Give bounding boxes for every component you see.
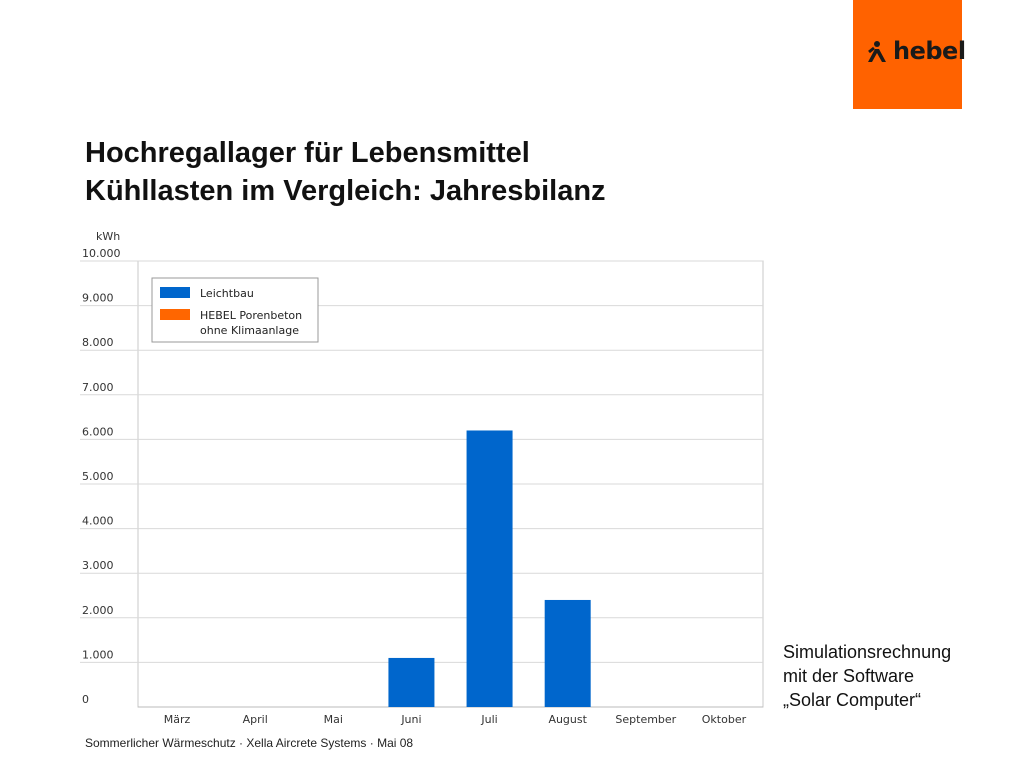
y-tick-label: 0 [82, 693, 89, 706]
title-line-2: Kühllasten im Vergleich: Jahresbilanz [85, 175, 606, 207]
note-line-2: mit der Software [783, 666, 915, 686]
brand-logo-box [853, 0, 962, 109]
page-title: Hochregallager für Lebensmittel Kühllast… [85, 134, 606, 210]
y-tick-label: 6.000 [82, 425, 114, 438]
y-tick-label: 9.000 [82, 292, 114, 305]
x-tick-label: Juli [480, 713, 497, 726]
x-tick-label: Juni [400, 713, 421, 726]
legend-label: HEBEL Porenbeton [200, 309, 302, 322]
x-tick-label: März [164, 713, 191, 726]
y-tick-label: 8.000 [82, 336, 114, 349]
y-tick-label: 3.000 [82, 559, 114, 572]
bar-juni [388, 657, 435, 707]
legend-label: ohne Klimaanlage [200, 324, 299, 337]
x-tick-label: August [548, 713, 587, 726]
legend-swatch [160, 287, 190, 298]
note-line-1: Simulationsrechnung [783, 642, 952, 662]
x-tick-label: Oktober [702, 713, 747, 726]
y-tick-label: 4.000 [82, 515, 114, 528]
y-tick-label: 1.000 [82, 648, 114, 661]
simulation-note: Simulationsrechnung mit der Software „So… [783, 640, 951, 712]
title-line-1: Hochregallager für Lebensmittel [85, 137, 530, 169]
footer: Sommerlicher Wärmeschutz · Xella Aircret… [85, 736, 414, 750]
legend-label: Leichtbau [200, 287, 254, 300]
legend-swatch [160, 309, 190, 320]
y-tick-label: 10.000 [82, 247, 121, 260]
bar-chart: 0 1.000 2.000 3.000 4.000 5.000 6.000 7.000 8.00… [80, 247, 764, 726]
x-tick-label: Mai [324, 713, 343, 726]
x-tick-label: April [243, 713, 268, 726]
y-axis-label: kWh [96, 230, 121, 243]
bar-august [544, 599, 591, 707]
brand-logo-text: hebel [893, 37, 966, 65]
y-tick-label: 5.000 [82, 470, 114, 483]
note-line-3: „Solar Computer“ [783, 690, 922, 710]
hebel-mark-icon [868, 41, 886, 62]
bar-juli [466, 430, 513, 707]
x-tick-label: September [615, 713, 676, 726]
y-tick-label: 2.000 [82, 604, 114, 617]
y-tick-label: 7.000 [82, 381, 114, 394]
